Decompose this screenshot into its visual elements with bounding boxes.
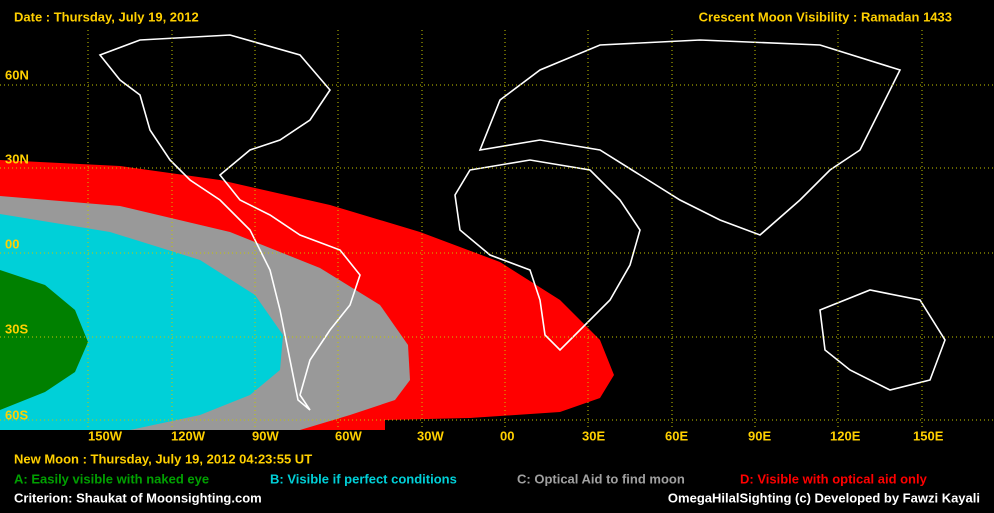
- lat-label: 00: [5, 236, 19, 251]
- australia-outline: [819, 289, 946, 391]
- criterion: Criterion: Shaukat of Moonsighting.com: [14, 490, 262, 505]
- lon-label: 60W: [335, 428, 362, 443]
- legend-d: D: Visible with optical aid only: [740, 471, 928, 486]
- legend-b: B: Visible if perfect conditions: [270, 471, 457, 486]
- lon-label: 150W: [88, 428, 123, 443]
- date: Date : Thursday, July 19, 2012: [14, 9, 199, 24]
- grid: [0, 30, 994, 430]
- lat-label: 30N: [5, 151, 29, 166]
- lat-label: 60N: [5, 67, 29, 82]
- lon-label: 120W: [171, 428, 206, 443]
- title: Crescent Moon Visibility : Ramadan 1433: [699, 9, 952, 24]
- lon-label: 120E: [830, 428, 861, 443]
- lat-label: 30S: [5, 321, 28, 336]
- lat-label: 60S: [5, 407, 28, 422]
- lon-label: 30E: [582, 428, 605, 443]
- lon-label: 60E: [665, 428, 688, 443]
- zone-b: [0, 214, 283, 430]
- legend-c: C: Optical Aid to find moon: [517, 471, 685, 486]
- legend-a: A: Easily visible with naked eye: [14, 471, 209, 486]
- zone-a: [0, 270, 88, 410]
- credit: OmegaHilalSighting (c) Developed by Fawz…: [668, 490, 980, 505]
- lon-label: 00: [500, 428, 514, 443]
- lon-label: 90E: [748, 428, 771, 443]
- lon-label: 150E: [913, 428, 944, 443]
- lon-label: 30W: [417, 428, 444, 443]
- lon-label: 90W: [252, 428, 279, 443]
- new-moon: New Moon : Thursday, July 19, 2012 04:23…: [14, 451, 312, 466]
- africa-outline: [454, 159, 641, 352]
- americas-outline: [98, 34, 361, 411]
- eurasia-outline: [478, 39, 902, 236]
